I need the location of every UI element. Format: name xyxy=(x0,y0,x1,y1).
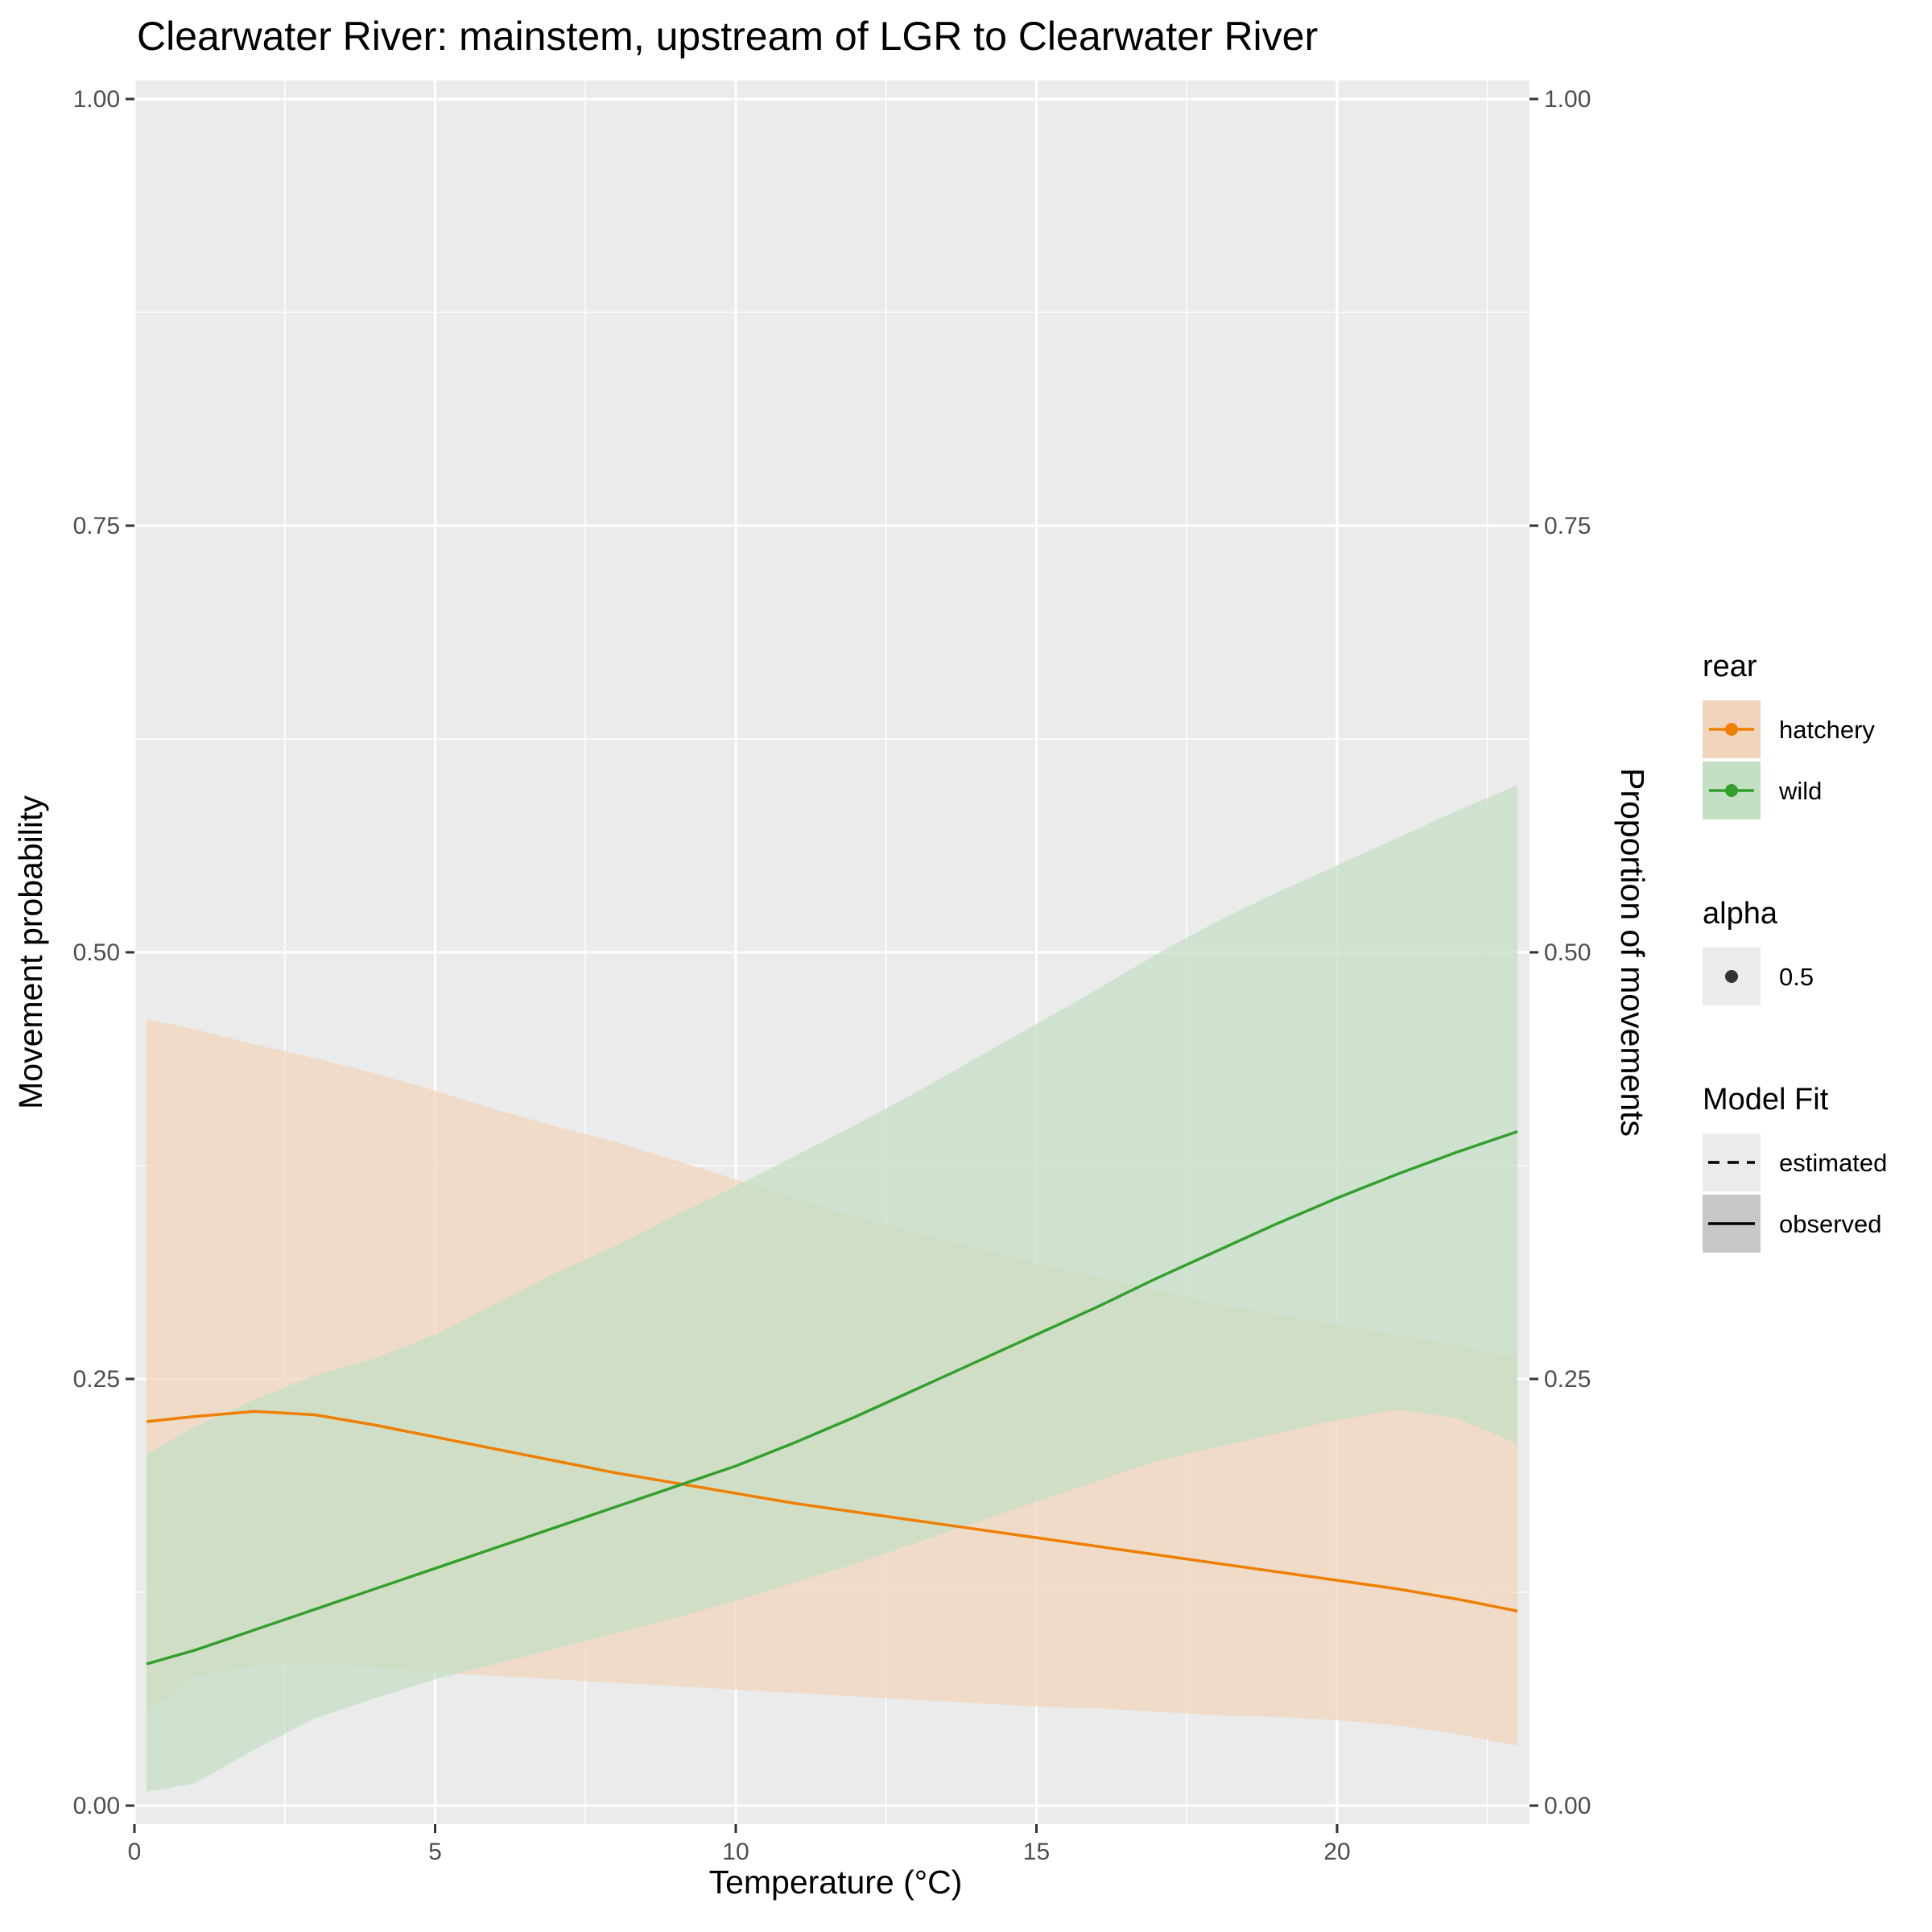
line-hatchery xyxy=(146,1410,1518,1613)
legend-alpha-title: alpha xyxy=(1703,897,1778,931)
legend-item-alpha: 0.5 xyxy=(1703,947,1814,1005)
y-tick-label-left: 0.00 xyxy=(73,1793,120,1819)
y-tick-label-right: 0.25 xyxy=(1544,1366,1591,1393)
y-tick-label-right: 0.00 xyxy=(1544,1793,1591,1819)
legend-point-alpha xyxy=(1725,970,1738,983)
legend-point-wild xyxy=(1725,784,1738,797)
y-axis-left: 0.00 0.25 0.50 0.75 1.00 xyxy=(73,86,134,1819)
legend-label-hatchery: hatchery xyxy=(1779,716,1875,744)
legend-label-alpha: 0.5 xyxy=(1779,963,1814,991)
y-tick-label-right: 0.75 xyxy=(1544,513,1591,539)
y-tick-label-right: 1.00 xyxy=(1544,86,1591,113)
legend-label-wild: wild xyxy=(1778,777,1822,805)
y-tick-label-left: 0.25 xyxy=(73,1366,120,1393)
legend-item-observed: observed xyxy=(1703,1195,1882,1253)
legend-item-hatchery: hatchery xyxy=(1703,700,1875,758)
legend-rear-title: rear xyxy=(1703,650,1757,683)
confidence-bands xyxy=(146,785,1518,1793)
x-tick-label: 20 xyxy=(1323,1839,1350,1865)
line-wild xyxy=(146,1129,1518,1666)
legend-label-observed: observed xyxy=(1779,1210,1882,1238)
series-lines xyxy=(146,1129,1518,1666)
chart-title: Clearwater River: mainstem, upstream of … xyxy=(137,14,1318,59)
y-tick-label-left: 0.50 xyxy=(73,939,120,966)
legend-item-estimated: estimated xyxy=(1703,1133,1887,1191)
x-tick-label: 10 xyxy=(722,1839,749,1865)
y-tick-label-left: 1.00 xyxy=(73,86,120,113)
legend-label-estimated: estimated xyxy=(1779,1149,1887,1177)
x-axis: 0 5 10 15 20 xyxy=(128,1824,1351,1865)
y-axis-title: Movement probability xyxy=(12,795,49,1109)
x-tick-label: 15 xyxy=(1023,1839,1050,1865)
y-axis-title-right: Proportion of movements xyxy=(1614,768,1651,1137)
x-tick-label: 5 xyxy=(428,1839,442,1865)
y-tick-label-left: 0.75 xyxy=(73,513,120,539)
x-tick-label: 0 xyxy=(128,1839,142,1865)
x-axis-title: Temperature (°C) xyxy=(709,1864,963,1901)
y-tick-label-right: 0.50 xyxy=(1544,939,1591,966)
legend-item-wild: wild xyxy=(1703,762,1822,819)
legend-modelfit-title: Model Fit xyxy=(1703,1083,1829,1117)
y-axis-right: 0.00 0.25 0.50 0.75 1.00 xyxy=(1530,86,1591,1819)
band-wild xyxy=(146,785,1518,1793)
legend-point-hatchery xyxy=(1725,723,1738,736)
legend: rear hatchery wild alpha 0.5 Model Fit e… xyxy=(1703,650,1887,1253)
